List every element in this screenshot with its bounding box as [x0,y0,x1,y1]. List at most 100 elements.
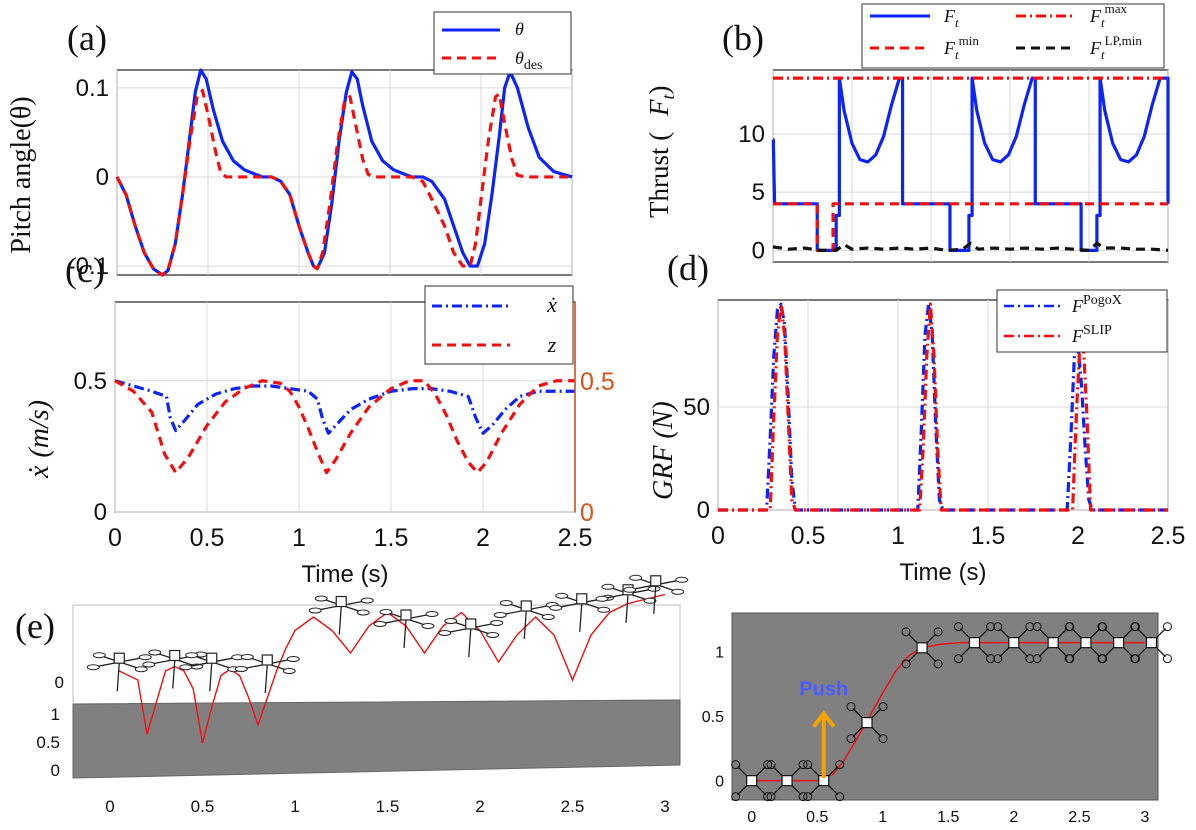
drone-rotor [148,649,162,656]
drone-rotor [1065,654,1075,664]
legend-text-Ftmin-sub: t [955,47,959,62]
y-axis-label: Pitch angle(θ) [6,96,37,253]
right-tick-label: 0.5 [580,368,615,396]
x-tick-label: 3 [660,797,669,816]
drone-rotor [92,652,106,659]
drone-sketch [308,595,374,635]
drone-rotor [878,702,888,712]
drone-rotor [373,621,387,627]
drone-body [576,593,588,605]
series-line-FPogoX [718,302,1168,512]
panel-label: (d) [667,248,709,288]
x-tick-label: 1.5 [376,797,400,816]
x-tick-label: 0.5 [191,797,215,816]
drone-rotor [555,592,569,599]
trajectory-line [118,593,666,744]
drone-rotor [953,622,963,632]
drone-marker [731,760,773,802]
legend-text-Ftmax-sup: max [1105,1,1128,16]
x-tick-label: 1.5 [374,524,409,552]
drone-leg [468,628,472,658]
drone-leg [625,594,629,623]
drone-rotor [985,654,995,664]
drone-rotor [1025,622,1035,632]
drone-rotor [731,792,741,802]
drone-marker [953,622,995,664]
drone-body [206,652,218,664]
drone-rotor [1130,654,1140,664]
x-tick-label: 3 [1140,809,1149,826]
y-tick-label: 0 [715,774,724,791]
panel-label: (b) [722,18,764,58]
drone-body [968,637,981,649]
x-tick-label: 1.5 [971,522,1006,550]
y-tick-label: 0 [96,164,109,191]
drone-rotor [541,614,555,620]
drone-rotor [933,659,943,669]
drone-rotor [803,792,813,802]
drone-rotor [878,734,888,744]
drone-rotor [486,632,500,638]
drone-rotor [1162,654,1172,664]
drone-sketch [373,609,439,649]
drone-body [861,717,873,729]
drone-rotor [286,656,300,662]
drone-rotor [234,666,248,672]
drone-body [113,652,125,664]
y-tick-label: 5 [752,179,765,206]
x-tick-label: 2 [1071,522,1085,550]
panel-e-right: 0 0.5 1 1.5 2 2.5 3 0 0.5 1 Push [702,612,1172,826]
drone-rotor [835,760,845,770]
y-tick-label: 50 [683,394,710,421]
legend-text-Ftmin-sup: min [959,33,980,48]
drone-rotor [597,606,611,613]
drone-marker [766,760,808,802]
y-tick-label: -0.1 [68,253,109,280]
x-tick-label: 1.5 [937,809,959,826]
x-tick-label: 2.5 [1068,809,1090,826]
drone-rotor [421,623,435,629]
panel-label: (c) [65,250,105,290]
y-tick-label: 0.1 [76,75,109,102]
x-tick-label: 2 [1009,809,1018,826]
drone-rotor [1162,622,1172,632]
drone-marker [1130,622,1172,664]
drone-rotor [1130,622,1140,632]
panel-d: 0 50 0 0.5 1 1.5 2 2.5 (d) Time (s) GRF (N) FPogoXF… [648,248,1185,586]
x-tick-label: 2.5 [1151,522,1186,550]
drone-marker [993,622,1035,664]
drone-body [1145,637,1158,649]
drone-rotor [766,792,776,802]
drone-rotor [647,585,661,592]
drone-marker [846,702,888,744]
drone-body [1080,637,1092,649]
drone-body [400,609,412,621]
drone-body [465,618,477,630]
drone-rotor [901,659,911,669]
legend-box [996,289,1168,353]
x-tick-label: 0.5 [190,524,225,552]
drone-leg [172,660,176,689]
drone-leg [579,603,583,632]
drone-rotor [933,627,943,637]
x-tick-label: 0 [105,797,114,816]
x-tick-label: 0 [108,524,122,552]
drone-rotor [675,576,689,583]
y-axis-label-sub: t [658,94,678,100]
y-tick-label: 1 [715,645,724,662]
drone-body [335,595,347,608]
legend-text-theta: θ [515,19,524,39]
drone-rotor [142,661,156,668]
drone-rotor [993,654,1003,664]
drone-marker [901,627,943,669]
y-tick-label: 10 [738,121,765,148]
panel-c: 00.50 0.5 1 1.5 2 2.5(c)Time (s)00.5ẋ(m/s)ẋz [24,250,615,588]
drone-rotor [1032,622,1042,632]
drone-body [1113,637,1125,649]
drone-rotor [185,652,199,659]
drone-rotor [803,760,813,770]
drone-rotor [314,595,328,602]
